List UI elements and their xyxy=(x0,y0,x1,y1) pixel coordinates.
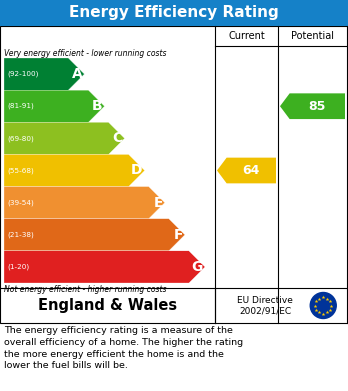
Polygon shape xyxy=(4,251,205,283)
Text: 85: 85 xyxy=(309,100,326,113)
Polygon shape xyxy=(4,122,125,154)
Polygon shape xyxy=(4,187,165,219)
Text: A: A xyxy=(72,67,82,81)
Polygon shape xyxy=(4,154,145,187)
Text: G: G xyxy=(192,260,203,274)
Text: B: B xyxy=(92,99,103,113)
Text: EU Directive
2002/91/EC: EU Directive 2002/91/EC xyxy=(237,296,293,315)
Text: (92-100): (92-100) xyxy=(7,71,38,77)
Polygon shape xyxy=(4,219,185,251)
Bar xyxy=(0,0,348,26)
Text: Energy Efficiency Rating: Energy Efficiency Rating xyxy=(69,5,279,20)
Polygon shape xyxy=(4,58,85,90)
Text: (39-54): (39-54) xyxy=(7,199,34,206)
Text: Potential: Potential xyxy=(291,31,334,41)
Text: (21-38): (21-38) xyxy=(7,231,34,238)
Polygon shape xyxy=(280,93,345,119)
Text: England & Wales: England & Wales xyxy=(38,298,177,313)
Text: C: C xyxy=(112,131,122,145)
Text: (1-20): (1-20) xyxy=(7,264,29,270)
Text: D: D xyxy=(131,163,143,178)
Text: F: F xyxy=(173,228,183,242)
FancyBboxPatch shape xyxy=(0,26,348,323)
Text: Current: Current xyxy=(228,31,265,41)
Text: (55-68): (55-68) xyxy=(7,167,34,174)
Text: (81-91): (81-91) xyxy=(7,103,34,109)
Circle shape xyxy=(310,292,336,319)
Text: E: E xyxy=(153,196,163,210)
Polygon shape xyxy=(4,90,104,122)
Polygon shape xyxy=(217,158,276,183)
Text: Not energy efficient - higher running costs: Not energy efficient - higher running co… xyxy=(4,285,166,294)
Text: (69-80): (69-80) xyxy=(7,135,34,142)
Text: Very energy efficient - lower running costs: Very energy efficient - lower running co… xyxy=(4,50,166,59)
Text: 64: 64 xyxy=(243,164,260,177)
Text: The energy efficiency rating is a measure of the
overall efficiency of a home. T: The energy efficiency rating is a measur… xyxy=(4,326,243,370)
